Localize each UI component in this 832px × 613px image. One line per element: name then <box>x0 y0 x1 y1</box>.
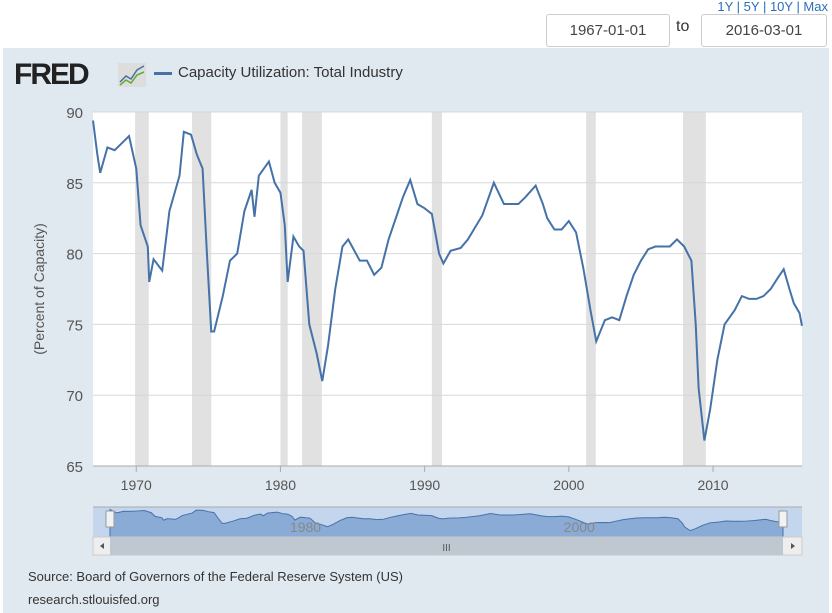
y-tick-label: 65 <box>66 459 83 476</box>
x-tick-label: 1990 <box>409 477 440 493</box>
source-text: Source: Board of Governors of the Federa… <box>28 569 403 584</box>
series-line <box>92 120 803 441</box>
y-tick-label: 75 <box>66 317 83 334</box>
navigator-label: 2000 <box>564 519 595 535</box>
navigator-handle[interactable] <box>778 510 788 528</box>
legend-swatch <box>154 71 172 75</box>
recession-band <box>431 112 442 466</box>
x-tick-label: 2000 <box>553 477 584 493</box>
scroll-right-icon[interactable] <box>791 543 795 549</box>
recession-band <box>683 112 706 466</box>
start-date-input[interactable]: 1967-01-01 <box>546 14 670 47</box>
y-tick-label: 85 <box>66 176 83 193</box>
y-axis-label: (Percent of Capacity) <box>31 223 47 355</box>
x-tick-label: 2010 <box>697 477 728 493</box>
scrollbar-grip: III <box>442 543 450 554</box>
recession-band <box>302 112 322 466</box>
range-selector[interactable]: 1Y | 5Y | 10Y | Max <box>717 0 828 14</box>
navigator-handle[interactable] <box>105 510 115 528</box>
legend-item[interactable]: Capacity Utilization: Total Industry <box>154 64 403 81</box>
source-link[interactable]: research.stlouisfed.org <box>28 592 160 607</box>
recession-band <box>135 112 149 466</box>
recession-band <box>280 112 288 466</box>
navigator-label: 1980 <box>290 519 321 535</box>
recession-band <box>192 112 212 466</box>
chart-logo-icon <box>118 63 146 87</box>
x-tick-label: 1970 <box>121 477 152 493</box>
scrollbar-thumb[interactable] <box>110 537 783 555</box>
legend-label: Capacity Utilization: Total Industry <box>178 64 403 81</box>
fred-logo: FRED <box>14 58 90 91</box>
navigator-series <box>109 508 784 538</box>
scroll-left-icon[interactable] <box>100 543 104 549</box>
x-tick-label: 1980 <box>265 477 296 493</box>
y-tick-label: 80 <box>66 247 83 264</box>
recession-band <box>586 112 596 466</box>
y-tick-label: 90 <box>66 105 83 122</box>
y-tick-label: 70 <box>66 388 83 405</box>
end-date-input[interactable]: 2016-03-01 <box>701 14 827 47</box>
to-label: to <box>676 18 690 35</box>
